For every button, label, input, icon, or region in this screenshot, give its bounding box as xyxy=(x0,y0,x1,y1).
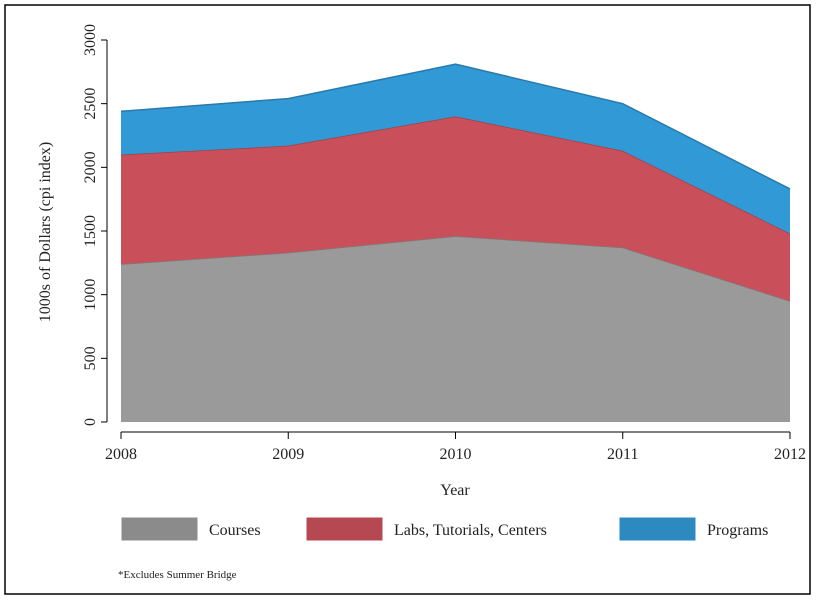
footnote: *Excludes Summer Bridge xyxy=(118,569,237,581)
x-tick-label: 2012 xyxy=(774,446,806,463)
x-axis-label: Year xyxy=(440,482,470,499)
legend-label: Labs, Tutorials, Centers xyxy=(394,522,547,539)
y-tick-label: 2500 xyxy=(82,88,99,120)
y-tick-label: 1500 xyxy=(82,215,99,247)
y-tick-label: 1000 xyxy=(82,279,99,311)
area xyxy=(121,236,790,422)
legend-label: Programs xyxy=(707,522,768,539)
legend-swatch xyxy=(306,517,383,541)
y-tick-label: 500 xyxy=(82,346,99,370)
x-tick-label: 2010 xyxy=(440,446,472,463)
legend-label: Courses xyxy=(209,522,261,539)
area xyxy=(121,116,790,302)
legend-swatch xyxy=(121,517,198,541)
area-edge xyxy=(120,63,791,190)
y-tick-label: 2000 xyxy=(82,151,99,183)
legend-swatch xyxy=(619,517,696,541)
y-tick-label: 0 xyxy=(82,418,99,426)
x-tick-label: 2008 xyxy=(105,446,137,463)
y-axis-label: 1000s of Dollars (cpi index) xyxy=(37,142,54,322)
x-tick-label: 2009 xyxy=(272,446,304,463)
area xyxy=(121,64,790,234)
x-tick-label: 2011 xyxy=(607,446,638,463)
y-tick-label: 3000 xyxy=(82,24,99,56)
